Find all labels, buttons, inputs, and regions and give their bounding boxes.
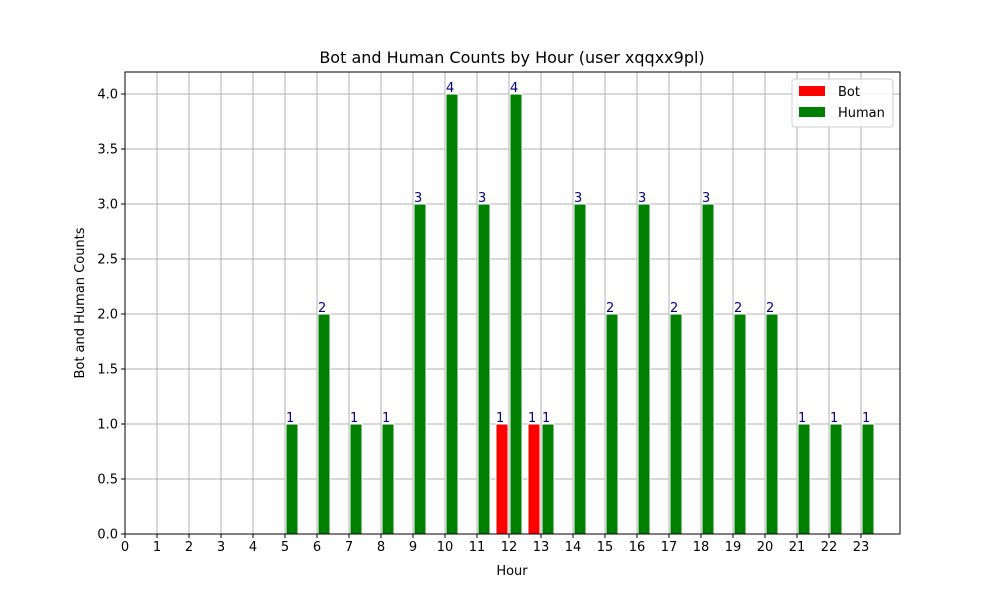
data-label: 3 [414,191,422,206]
bar-human [477,203,491,535]
bar-human [445,93,459,535]
bar-human [861,423,875,535]
data-label: 2 [734,301,742,316]
data-label: 3 [702,191,710,206]
bar-human [509,93,523,535]
x-axis-label: Hour [496,564,528,579]
data-label: 1 [528,411,536,426]
legend-swatch-human [799,107,825,117]
x-tick-label: 4 [249,540,257,555]
x-tick-label: 11 [469,540,486,555]
y-tick-label: 3.5 [97,143,118,158]
bar-human [317,313,331,535]
x-tick-label: 17 [661,540,678,555]
y-tick-label: 1.5 [97,363,118,378]
data-label: 2 [606,301,614,316]
x-tick-label: 9 [409,540,417,555]
x-tick-label: 22 [821,540,838,555]
data-label: 1 [542,411,550,426]
y-tick-label: 1.0 [97,418,118,433]
x-tick-label: 23 [853,540,870,555]
data-label: 2 [670,301,678,316]
data-label: 4 [446,81,454,96]
bar-human [669,313,683,535]
data-label: 1 [286,411,294,426]
x-tick-label: 18 [693,540,710,555]
bar-human [573,203,587,535]
x-tick-label: 12 [501,540,518,555]
x-tick-label: 15 [597,540,614,555]
data-label: 1 [862,411,870,426]
bar-human [765,313,779,535]
x-tick-label: 16 [629,540,646,555]
data-label: 3 [574,191,582,206]
legend-swatch-bot [799,86,825,96]
y-tick-label: 4.0 [97,88,118,103]
x-tick-label: 0 [121,540,129,555]
y-tick-label: 0.0 [97,528,118,543]
x-tick-label: 14 [565,540,582,555]
bar-human [413,203,427,535]
bar-human [797,423,811,535]
x-tick-label: 2 [185,540,193,555]
data-label: 1 [830,411,838,426]
x-tick-label: 20 [757,540,774,555]
y-tick-label: 2.5 [97,253,118,268]
data-label: 2 [318,301,326,316]
bar-human [541,423,555,535]
legend-label-human: Human [838,106,885,121]
bar-bot [527,423,541,535]
x-tick-label: 8 [377,540,385,555]
bar-human [733,313,747,535]
plot-frame [124,71,901,535]
bar-bot [495,423,509,535]
bar-human [605,313,619,535]
y-axis-label: Bot and Human Counts [73,227,88,378]
legend-label-bot: Bot [838,85,860,100]
data-label: 2 [766,301,774,316]
x-tick-label: 13 [533,540,550,555]
y-tick-label: 3.0 [97,198,118,213]
bar-human [829,423,843,535]
x-tick-label: 19 [725,540,742,555]
x-tick-label: 7 [345,540,353,555]
data-label: 3 [638,191,646,206]
data-label: 1 [382,411,390,426]
x-tick-label: 10 [437,540,454,555]
data-label: 1 [798,411,806,426]
x-tick-label: 21 [789,540,806,555]
bars [285,93,875,535]
data-label: 4 [510,81,518,96]
data-label: 1 [496,411,504,426]
chart-title: Bot and Human Counts by Hour (user xqqxx… [319,48,704,67]
x-tick-label: 6 [313,540,321,555]
y-tick-label: 2.0 [97,308,118,323]
legend: Bot Human [791,78,894,128]
bar-human [349,423,363,535]
data-label: 3 [478,191,486,206]
x-tick-label: 3 [217,540,225,555]
bar-human [637,203,651,535]
x-axis-ticks: 0 1 2 3 4 5 6 7 8 9 10 11 12 13 14 15 16 17 18 19 20 21 22 23 [121,534,869,555]
bar-human [381,423,395,535]
bar-human [701,203,715,535]
y-axis-ticks: 0.0 0.5 1.0 1.5 2.0 2.5 3.0 3.5 4.0 [97,88,125,543]
bar-human [285,423,299,535]
x-tick-label: 1 [153,540,161,555]
x-tick-label: 5 [281,540,289,555]
data-label: 1 [350,411,358,426]
y-tick-label: 0.5 [97,473,118,488]
